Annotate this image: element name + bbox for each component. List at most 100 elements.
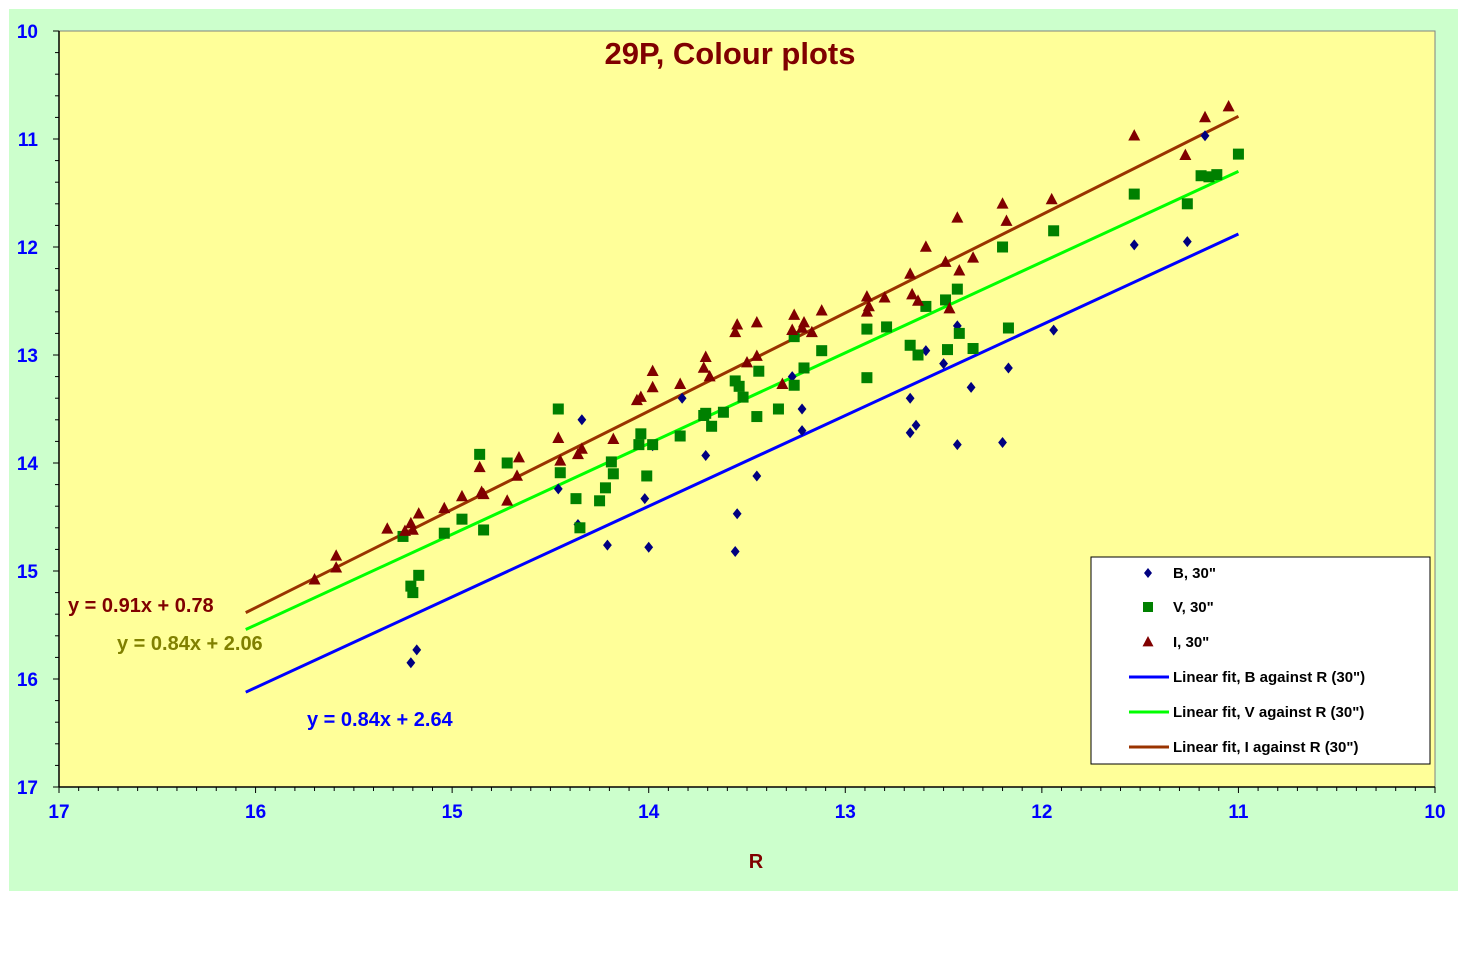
diamond-marker [644,541,654,553]
y-tick-label: 10 [17,22,38,43]
square-marker [552,403,564,415]
square-marker [554,467,566,479]
diamond-marker [1049,324,1059,336]
y-tick-label: 17 [17,778,38,799]
x-tick-label: 14 [638,802,660,823]
diamond-marker [921,345,931,357]
y-tick-label: 15 [17,562,39,583]
square-marker [729,375,741,387]
triangle-marker [786,323,799,335]
triangle-marker [1128,129,1141,141]
fit-line [245,232,1240,694]
square-marker [717,406,729,418]
legend-box [1090,556,1431,765]
triangle-marker [796,321,809,333]
diamond-marker [952,439,962,451]
triangle-marker [878,291,891,303]
square-marker [953,327,965,339]
triangle-marker [750,349,763,361]
square-marker [474,448,486,460]
triangle-marker [951,211,964,223]
square-marker [397,530,409,542]
x-tick-label: 10 [1424,802,1445,823]
square-marker [438,527,450,539]
y-tick-label: 11 [18,130,39,151]
square-marker [605,456,617,468]
square-marker [706,420,718,432]
square-marker [633,439,645,451]
triangle-marker [674,377,687,389]
triangle-marker [776,377,789,389]
triangle-marker [512,451,525,463]
triangle-marker [815,304,828,316]
triangle-marker [788,308,801,320]
diamond-marker [730,546,740,558]
square-marker [751,411,763,423]
square-marker [635,428,647,440]
triangle-marker [939,255,952,267]
square-marker [647,439,659,451]
square-marker [501,457,513,469]
square-marker [1002,322,1014,334]
triangle-marker [330,561,343,573]
triangle-marker [630,393,643,406]
diamond-marker [1182,236,1192,248]
fit-equations: y = 0.84x + 2.64 y = 0.84x + 2.06 y = 0.91… [68,595,454,731]
diamond-marker [640,493,650,505]
square-marker [920,300,932,312]
triangle-marker [967,251,980,263]
triangle-marker [862,299,875,312]
axes: 10 11 12 13 14 15 16 17 17 16 15 14 13 12 11 10 [17,22,1446,823]
square-marker [737,391,749,403]
y-tick-label: 12 [17,238,38,259]
square-marker [574,522,586,534]
triangle-marker [996,197,1009,209]
diamond-marker [911,419,921,431]
triangle-marker [646,380,659,393]
square-marker [456,513,468,525]
fit-equation: y = 0.91x + 0.78 [68,595,214,617]
square-marker [912,349,924,361]
triangle-marker [308,573,321,585]
y-tick-label: 13 [17,346,38,367]
square-marker [594,495,606,507]
square-marker [607,468,619,480]
data-points [308,100,1244,669]
y-tick-label: 14 [17,454,39,475]
triangle-marker [1179,148,1192,160]
triangle-marker [501,494,514,506]
square-marker [407,587,419,599]
triangle-marker [729,325,742,338]
legend-label: Linear fit, I against R (30") [1173,739,1358,756]
x-tick-label: 13 [835,802,856,823]
diamond-marker [998,436,1007,448]
triangle-marker [904,267,917,279]
triangle-marker [381,522,394,534]
square-marker [1195,170,1207,182]
diamond-marker [905,392,915,404]
diamond-marker [966,381,976,393]
fit-equation: y = 0.84x + 2.06 [117,633,263,655]
fit-equation: y = 0.84x + 2.64 [307,709,454,731]
square-marker [599,482,611,494]
triangle-marker [699,350,712,362]
triangle-marker [412,507,425,519]
diamond-marker [787,371,797,383]
x-tick-label: 12 [1031,802,1052,823]
x-axis-title: R [749,851,764,873]
diamond-marker [406,657,416,669]
triangle-marker [404,516,417,529]
square-marker [997,241,1009,253]
diamond-marker [1004,362,1013,374]
square-marker [951,283,963,295]
legend-label: I, 30" [1173,634,1209,651]
square-marker [861,372,873,384]
square-marker [940,294,952,306]
triangle-marker [1142,635,1154,647]
triangle-marker [697,361,710,373]
legend-label: Linear fit, B against R (30") [1173,669,1365,686]
triangle-marker [912,294,925,306]
triangle-marker [906,287,919,300]
triangle-marker [646,364,659,376]
